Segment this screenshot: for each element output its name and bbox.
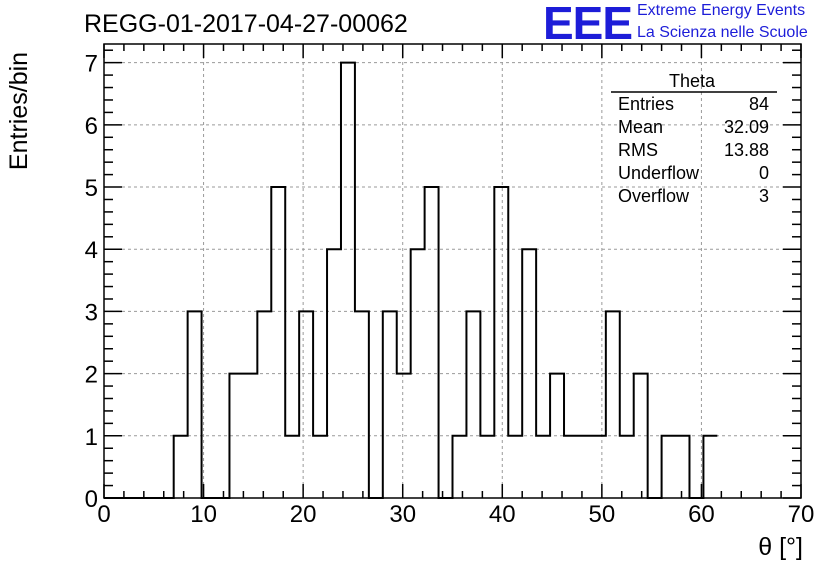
logo-line-1: Extreme Energy Events [637, 2, 806, 19]
histogram-bin [564, 436, 578, 498]
x-tick-label: 10 [190, 501, 217, 528]
histogram-bin [620, 436, 634, 498]
histogram-bin [676, 436, 690, 498]
histogram-bin [550, 374, 564, 498]
histogram-bin [341, 63, 355, 498]
histogram-bin [229, 374, 243, 498]
x-tick-label: 0 [97, 501, 110, 528]
histogram-bin [453, 436, 467, 498]
histogram-bin [188, 311, 202, 498]
stats-row-value: 84 [749, 94, 769, 114]
stats-row-value: 3 [759, 186, 769, 206]
histogram-bin [313, 436, 327, 498]
histogram-bin [285, 436, 299, 498]
y-tick-label: 3 [85, 299, 98, 326]
grid-layer [104, 44, 801, 498]
histogram-bin [299, 311, 313, 498]
histogram-bin [480, 436, 494, 498]
chart-title: REGG-01-2017-04-27-00062 [84, 10, 408, 38]
x-tick-label: 20 [290, 501, 317, 528]
x-axis-label: θ [°] [758, 533, 803, 561]
histogram-bin [578, 436, 592, 498]
histogram-bin [355, 311, 369, 498]
stats-rows: Entries 84 Mean 32.09 RMS 13.88 Underflow 0 Over… [618, 94, 769, 206]
y-tick-label: 6 [85, 113, 98, 140]
histogram-bin [411, 249, 425, 498]
stats-row-value: 32.09 [724, 117, 769, 137]
histogram-bin [243, 374, 257, 498]
stats-row-label: Overflow [618, 186, 690, 206]
histogram-bin [522, 249, 536, 498]
stats-row-label: Mean [618, 117, 663, 137]
stats-row-value: 0 [759, 163, 769, 183]
stats-title: Theta [669, 71, 716, 91]
histogram-bin [383, 311, 397, 498]
histogram-bin [494, 187, 508, 498]
stats-row-label: RMS [618, 140, 658, 160]
histogram-layer [104, 61, 718, 499]
histogram-bin [662, 436, 676, 498]
histogram-bin [397, 374, 411, 498]
histogram-bin [327, 249, 341, 498]
y-tick-label: 2 [85, 362, 98, 389]
histogram-bin [606, 311, 620, 498]
plot-frame [103, 43, 802, 499]
y-tick-label: 0 [85, 486, 98, 513]
stats-row-value: 13.88 [724, 140, 769, 160]
histogram-bin [271, 187, 285, 498]
x-tick-label: 50 [589, 501, 616, 528]
y-tick-label: 4 [85, 237, 98, 264]
histogram-bin [174, 436, 188, 498]
stats-row-label: Underflow [618, 163, 700, 183]
histogram-bin [592, 436, 606, 498]
eee-logo: EEE [543, 0, 633, 49]
histogram-bin [536, 436, 550, 498]
y-tick-label: 5 [85, 175, 98, 202]
histogram-bin [634, 374, 648, 498]
histogram-outline [104, 61, 718, 499]
histogram-bin [257, 311, 271, 498]
stats-box: Theta Entries 84 Mean 32.09 RMS 13.88 Underflo… [611, 71, 777, 206]
y-tick-label: 1 [85, 424, 98, 451]
x-tick-label: 40 [489, 501, 516, 528]
x-tick-label: 60 [688, 501, 715, 528]
histogram-bin [508, 436, 522, 498]
logo-line-2: La Scienza nelle Scuole [637, 24, 808, 41]
histogram-bin [466, 311, 480, 498]
histogram-bin [425, 187, 439, 498]
stats-row-label: Entries [618, 94, 674, 114]
x-tick-label: 30 [389, 501, 416, 528]
histogram-bin [703, 436, 717, 498]
x-tick-label: 70 [788, 501, 815, 528]
y-tick-label: 7 [85, 51, 98, 78]
